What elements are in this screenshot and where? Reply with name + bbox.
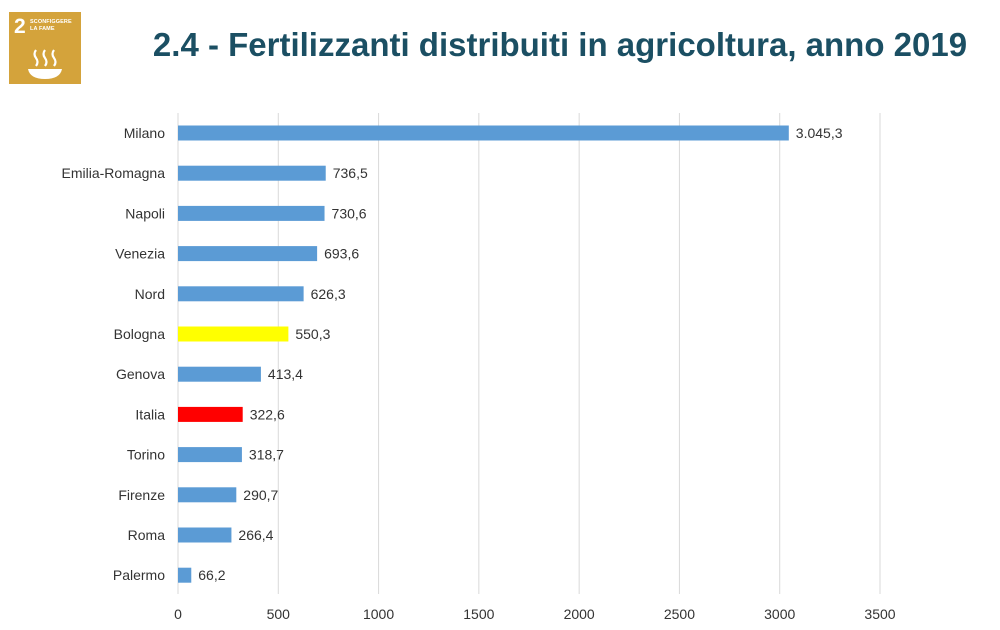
x-tick-label: 0 [174,606,182,622]
category-label: Roma [128,527,166,543]
bar [178,447,242,463]
bowl-icon [28,49,62,79]
bar [178,246,318,262]
bar [178,125,789,141]
sdg-goal-text: SCONFIGGERE LA FAME [30,19,72,32]
bar [178,527,232,543]
bar [178,366,261,382]
data-label: 730,6 [332,205,367,221]
data-label: 693,6 [324,246,359,262]
sdg-goal-text-line1: SCONFIGGERE [30,19,72,25]
data-label: 322,6 [250,406,285,422]
category-label: Venezia [115,246,165,262]
data-label: 266,4 [238,527,273,543]
category-label: Bologna [114,326,166,342]
bar [178,487,237,503]
data-label: 66,2 [198,567,225,583]
bar [178,567,192,583]
x-tick-label: 1500 [463,606,494,622]
x-tick-label: 3500 [864,606,895,622]
bar [178,326,289,342]
x-tick-label: 2000 [564,606,595,622]
category-label: Italia [135,406,165,422]
x-tick-label: 500 [267,606,291,622]
category-label: Firenze [118,487,165,503]
bar [178,205,325,221]
x-tick-label: 1000 [363,606,394,622]
data-label: 3.045,3 [796,125,843,141]
category-label: Napoli [125,205,165,221]
x-tick-label: 2500 [664,606,695,622]
category-label: Emilia-Romagna [62,165,166,181]
data-label: 550,3 [295,326,330,342]
category-label: Nord [135,286,165,302]
data-label: 413,4 [268,366,303,382]
sdg-number: 2 [14,15,26,38]
page-title: 2.4 - Fertilizzanti distribuiti in agric… [152,26,968,63]
category-label: Milano [124,125,165,141]
data-label: 626,3 [311,286,346,302]
bar [178,165,326,181]
x-tick-label: 3000 [764,606,795,622]
data-label: 736,5 [333,165,368,181]
sdg-goal-2-badge: 2 SCONFIGGERE LA FAME [9,12,81,84]
bar [178,406,243,422]
data-label: 318,7 [249,447,284,463]
category-label: Genova [116,366,165,382]
category-label: Palermo [113,567,165,583]
category-label: Torino [127,447,165,463]
bar [178,286,304,302]
sdg-goal-text-line2: LA FAME [30,25,55,32]
data-label: 290,7 [243,487,278,503]
